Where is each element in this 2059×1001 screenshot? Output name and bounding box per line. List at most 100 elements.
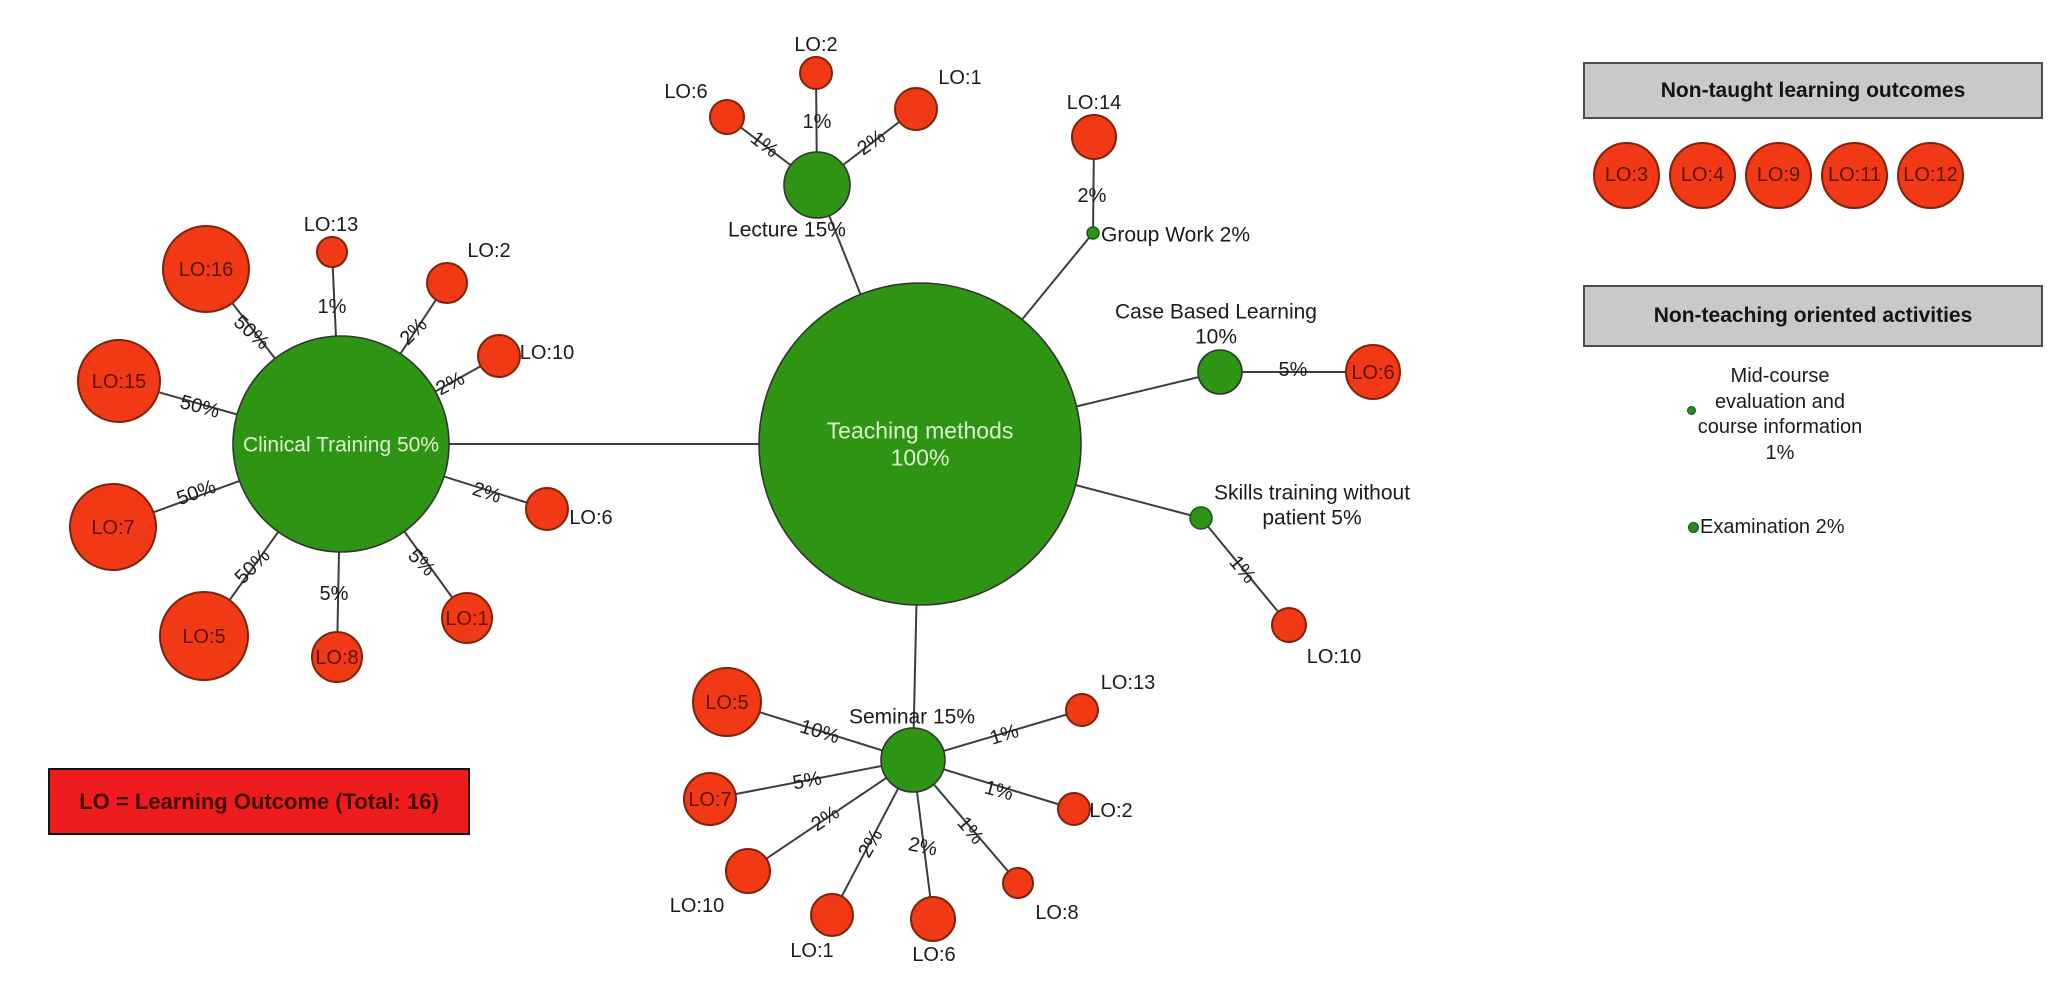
edge-skills-sk-lo10 [1200, 517, 1290, 626]
diagram-label: LO:1 [790, 940, 833, 962]
lo-node-cl-lo16: LO:16 [162, 225, 250, 313]
lo-node-cl-lo1: LO:1 [441, 592, 493, 644]
edge-percent-label: 1% [803, 111, 832, 133]
lo-node-sem-lo5: LO:5 [692, 667, 762, 737]
method-node-lecture [783, 151, 851, 219]
node-inner-label: LO:7 [688, 789, 731, 811]
node-inner-label: LO:16 [179, 259, 233, 281]
edge-percent-label: 1% [982, 777, 1016, 806]
edge-percent-label: 2% [1078, 185, 1107, 207]
non-taught-lo-row: LO:3 LO:4 LO:9 LO:11 LO:12 [1593, 142, 1964, 209]
diagram-label: LO:13 [1101, 672, 1155, 694]
edge-seminar-sem-lo10 [747, 759, 914, 872]
non-taught-header: Non-taught learning outcomes [1583, 62, 2043, 119]
lo-node-cb-lo6: LO:6 [1345, 344, 1401, 400]
edge-percent-label: 50% [174, 476, 219, 510]
node-inner-label: 100% [891, 445, 950, 471]
activity-line: Mid-course [1730, 365, 1830, 387]
non-taught-lo-circle: LO:3 [1593, 142, 1660, 209]
edge-percent-label: 5% [403, 545, 439, 581]
node-inner-label: LO:8 [315, 647, 358, 669]
diagram-label: LO:6 [569, 507, 612, 529]
method-node-skills [1189, 506, 1213, 530]
activity-line: 1% [1765, 441, 1795, 464]
edge-percent-label: 5% [1279, 359, 1308, 381]
edge-percent-label: 1% [953, 813, 989, 849]
diagram-label: Case Based Learning [1115, 300, 1317, 323]
diagram-label: LO:10 [1307, 646, 1361, 668]
non-teaching-title: Non-teaching oriented activities [1653, 304, 1973, 327]
lo-node-gw-lo14 [1071, 114, 1117, 160]
lo-node-sem-lo2 [1057, 792, 1091, 826]
diagram-label: LO:1 [938, 67, 981, 89]
lo-node-lec-lo6 [709, 99, 745, 135]
lo-node-sem-lo7: LO:7 [683, 772, 737, 826]
lo-node-cl-lo2 [426, 262, 468, 304]
bullet-dot-icon [1687, 406, 1696, 415]
activity-line: Examination 2% [1700, 515, 1845, 538]
edge-percent-label: 5% [320, 583, 349, 605]
node-inner-label: LO:7 [91, 517, 134, 539]
edge-percent-label: 10% [797, 716, 842, 749]
diagram-label: LO:8 [1035, 902, 1078, 924]
lo-node-cl-lo6 [525, 487, 569, 531]
activity-line: course information [1697, 416, 1863, 438]
diagram-label: Group Work 2% [1101, 223, 1250, 246]
method-node-clinical: Clinical Training 50% [232, 335, 450, 553]
diagram-label: LO:6 [912, 944, 955, 966]
lo-node-sem-lo13 [1065, 693, 1099, 727]
diagram-label: LO:13 [304, 214, 358, 236]
node-inner-label: LO:15 [92, 371, 146, 393]
edge-percent-label: 50% [178, 391, 223, 423]
non-teaching-header: Non-teaching oriented activities [1583, 285, 2043, 347]
non-taught-lo-circle: LO:11 [1821, 142, 1888, 209]
edge-percent-label: 1% [318, 296, 347, 318]
lo-node-cl-lo10 [477, 334, 521, 378]
diagram-label: LO:10 [520, 342, 574, 364]
non-taught-title: Non-taught learning outcomes [1660, 78, 1966, 102]
lo-node-lec-lo2 [799, 56, 833, 90]
diagram-label: LO:10 [670, 895, 724, 917]
diagram-label: LO:2 [1089, 800, 1132, 822]
diagram-label: 10% [1195, 325, 1237, 348]
non-taught-lo-circle: LO:9 [1745, 142, 1812, 209]
edge-percent-label: 1% [746, 127, 782, 162]
edge-percent-label: 2% [396, 314, 432, 350]
activity-midcourse: Mid-course evaluation and course informa… [1660, 364, 1900, 466]
edge-seminar-sem-lo7 [709, 759, 914, 800]
edge-percent-label: 50% [231, 545, 275, 589]
node-inner-label: LO:5 [705, 692, 748, 714]
non-taught-lo-circle: LO:4 [1669, 142, 1736, 209]
lo-node-lec-lo1 [894, 87, 938, 131]
lo-node-sem-lo1 [810, 893, 854, 937]
non-taught-lo-circle: LO:12 [1897, 142, 1964, 209]
node-inner-label: Teaching methods [827, 417, 1014, 443]
edge-percent-label: 2% [470, 478, 504, 508]
lo-node-cl-lo7: LO:7 [69, 483, 157, 571]
node-inner-label: LO:6 [1351, 362, 1394, 384]
method-node-casebased [1197, 349, 1243, 395]
diagram-label: LO:6 [664, 81, 707, 103]
legend-text: LO = Learning Outcome (Total: 16) [79, 788, 439, 814]
edge-percent-label: 5% [791, 767, 824, 794]
lo-node-cl-lo8: LO:8 [311, 631, 363, 683]
edge-percent-label: 2% [853, 125, 889, 160]
edge-percent-label: 1% [987, 720, 1021, 750]
node-inner-label: LO:1 [445, 608, 488, 630]
lo-node-sem-lo8 [1002, 867, 1034, 899]
edge-percent-label: 2% [854, 825, 888, 861]
diagram-label: Seminar 15% [849, 705, 975, 728]
legend-box: LO = Learning Outcome (Total: 16) [48, 768, 470, 835]
diagram-label: Skills training without [1214, 481, 1410, 504]
lo-node-sem-lo6 [910, 896, 956, 942]
diagram-label: LO:14 [1067, 92, 1121, 114]
edge-percent-label: 2% [807, 802, 843, 837]
method-node-groupwork [1086, 226, 1100, 240]
lo-node-cl-lo13 [316, 236, 348, 268]
diagram-label: patient 5% [1262, 506, 1361, 529]
lo-node-cl-lo15: LO:15 [77, 339, 161, 423]
